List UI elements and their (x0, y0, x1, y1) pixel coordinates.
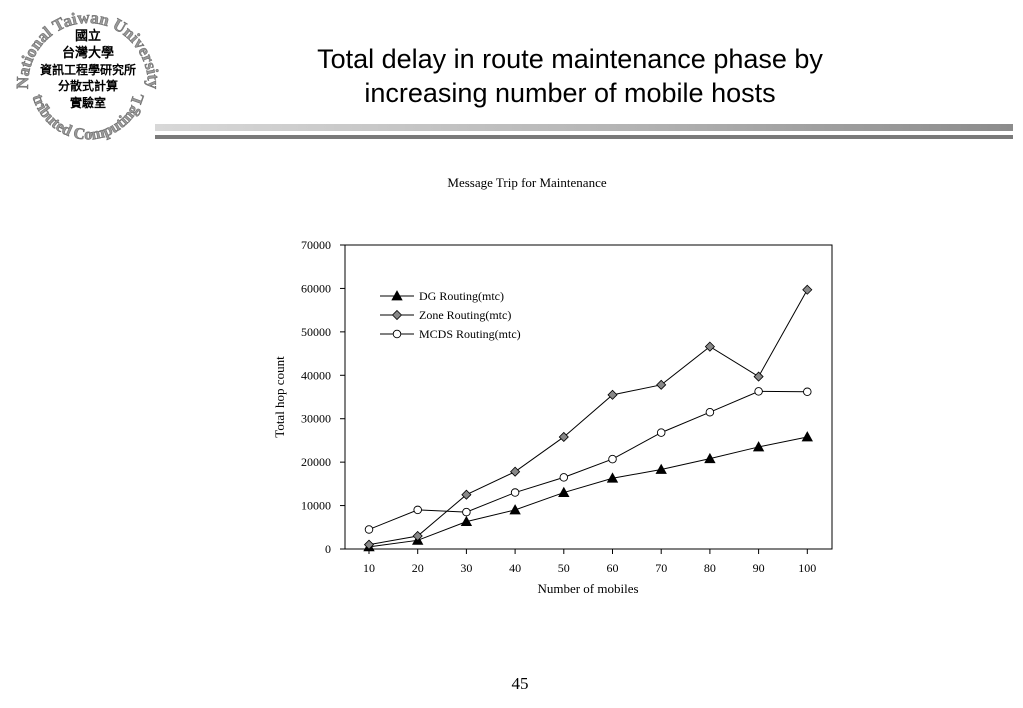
x-tick-label: 100 (798, 561, 816, 575)
legend-marker (391, 309, 403, 321)
logo-line-3: 資訊工程學研究所 (40, 62, 136, 77)
x-tick-label: 10 (363, 561, 375, 575)
chart-title: Message Trip for Maintenance (447, 175, 606, 190)
slide-title-line-1: Total delay in route maintenance phase b… (317, 44, 823, 74)
data-point (412, 530, 423, 542)
logo-line-4: 分散式計算 (58, 78, 118, 93)
y-tick-label: 60000 (301, 281, 331, 295)
y-tick-label: 40000 (301, 368, 331, 382)
title-divider-rule (155, 124, 1013, 139)
university-lab-logo: National Taiwan University Distributed C… (10, 0, 160, 144)
y-tick-label: 0 (325, 542, 331, 556)
data-point (608, 454, 617, 464)
legend-label: MCDS Routing(mtc) (419, 327, 521, 341)
data-point (656, 379, 667, 390)
data-point (801, 431, 813, 442)
legend-entry-0: DG Routing(mtc) (380, 289, 504, 303)
legend-entry-2: MCDS Routing(mtc) (380, 327, 521, 341)
series-2 (364, 387, 812, 534)
x-tick-label: 70 (655, 561, 667, 575)
x-tick-label: 30 (460, 561, 472, 575)
x-tick-label: 20 (412, 561, 424, 575)
data-point (364, 525, 374, 534)
x-axis-label: Number of mobiles (537, 581, 638, 596)
legend-marker (392, 329, 402, 339)
y-tick-label: 50000 (301, 325, 331, 339)
data-point (559, 473, 569, 482)
slide-title: Total delay in route maintenance phase b… (250, 42, 890, 110)
data-point (802, 284, 813, 295)
y-tick-label: 30000 (301, 412, 331, 426)
data-point (607, 389, 618, 400)
data-point (461, 489, 472, 500)
logo-line-1: 國立 (75, 28, 101, 44)
legend-label: DG Routing(mtc) (419, 289, 504, 303)
data-point (510, 466, 521, 477)
x-tick-label: 50 (558, 561, 570, 575)
data-point (558, 431, 569, 443)
data-point (462, 507, 471, 517)
data-point (509, 504, 521, 515)
plot-area (344, 244, 833, 550)
data-point (803, 387, 812, 397)
data-point (753, 371, 764, 382)
series-0 (363, 431, 813, 552)
series-line (368, 436, 808, 548)
y-tick-label: 20000 (301, 455, 331, 469)
data-point (558, 486, 570, 497)
logo-line-5: 實驗室 (70, 95, 106, 110)
legend-label: Zone Routing(mtc) (419, 308, 511, 322)
series-1 (363, 284, 813, 550)
data-point (754, 387, 763, 396)
data-point (705, 407, 715, 417)
data-point (413, 505, 422, 515)
data-point (752, 441, 765, 452)
series-line (368, 289, 808, 546)
data-point (363, 539, 375, 550)
data-point (655, 463, 667, 474)
y-axis: 0 10000 20000 30000 40000 50000 60000 70000 (301, 238, 345, 556)
data-point (656, 428, 666, 437)
logo-line-2: 台灣大學 (62, 45, 114, 61)
legend-marker (391, 290, 403, 301)
x-tick-label: 90 (753, 561, 765, 575)
series-layer (363, 284, 813, 552)
legend-entry-1: Zone Routing(mtc) (380, 308, 511, 322)
data-point (460, 515, 473, 527)
slide-title-line-2: increasing number of mobile hosts (364, 78, 776, 108)
series-line (368, 390, 808, 530)
x-tick-label: 60 (607, 561, 619, 575)
x-tick-label: 40 (509, 561, 521, 575)
y-axis-label: Total hop count (272, 356, 287, 438)
data-point (704, 341, 715, 352)
page-number: 45 (511, 674, 529, 693)
y-tick-label: 70000 (301, 238, 331, 252)
x-tick-label: 80 (704, 561, 716, 575)
x-axis: 10 20 30 40 50 60 70 80 90 100 (363, 549, 816, 575)
y-tick-label: 10000 (301, 499, 331, 513)
data-point (704, 452, 716, 464)
data-point (510, 488, 520, 497)
legend: DG Routing(mtc) Zone Routing(mtc) MCDS Rou… (380, 289, 521, 341)
data-point (606, 472, 619, 483)
